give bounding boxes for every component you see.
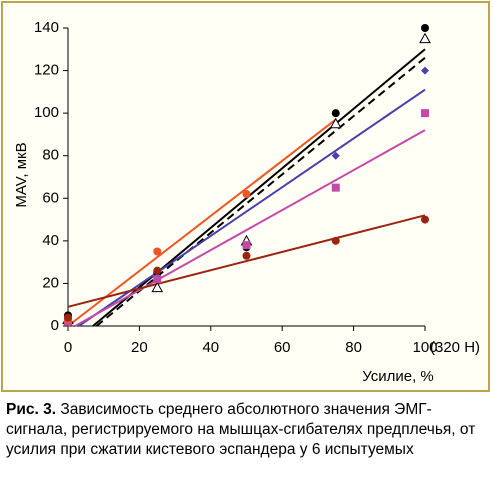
x-tick-label: 100 — [412, 339, 437, 356]
chart: MAV, мкВ Усилие, % 0 20 40 60 80 100 120 140 0 20… — [1, 1, 490, 392]
y-axis-label: MAV, мкВ — [13, 142, 30, 207]
data-point — [64, 313, 72, 322]
x-tick-label: 40 — [202, 339, 219, 356]
y-tick-label: 40 — [42, 232, 59, 249]
caption-text: Зависимость среднего абсолютного значени… — [6, 401, 476, 458]
y-tick-label: 140 — [34, 19, 59, 36]
x-tick-label: 20 — [131, 339, 148, 356]
x-axis-label: Усилие, % — [362, 368, 434, 385]
x-note: (320 Н) — [430, 339, 480, 356]
data-point — [242, 251, 251, 260]
trend-line — [92, 48, 426, 327]
trend-line — [67, 214, 426, 308]
data-point — [242, 190, 251, 199]
trend-line — [95, 57, 426, 327]
data-point — [421, 66, 429, 75]
x-tick-label: 0 — [64, 339, 72, 356]
caption-label: Рис. 3. — [6, 401, 57, 418]
data-point — [242, 241, 251, 250]
y-tick-label: 80 — [42, 147, 59, 164]
data-point — [153, 247, 162, 256]
data-point — [151, 281, 164, 293]
data-point — [419, 32, 431, 44]
trend-line — [67, 118, 337, 327]
trend-line — [74, 129, 426, 327]
data-point — [331, 236, 340, 245]
data-point — [331, 151, 340, 160]
data-point — [153, 266, 162, 275]
data-point — [421, 215, 429, 224]
y-tick-label: 0 — [51, 317, 59, 334]
caption: Рис. 3. Зависимость среднего абсолютного… — [6, 400, 488, 460]
x-tick-label: 60 — [274, 339, 291, 356]
data-point — [329, 117, 342, 129]
y-tick-label: 60 — [42, 189, 59, 206]
data-point — [421, 24, 429, 32]
y-tick-label: 100 — [34, 104, 59, 121]
data-point — [421, 109, 429, 118]
x-tick-label: 80 — [345, 339, 362, 356]
data-point — [331, 183, 340, 192]
trend-line — [78, 88, 426, 327]
y-tick-label: 20 — [42, 274, 59, 291]
data-point — [331, 109, 340, 118]
data-point — [153, 275, 162, 284]
y-tick-label: 120 — [34, 62, 59, 79]
